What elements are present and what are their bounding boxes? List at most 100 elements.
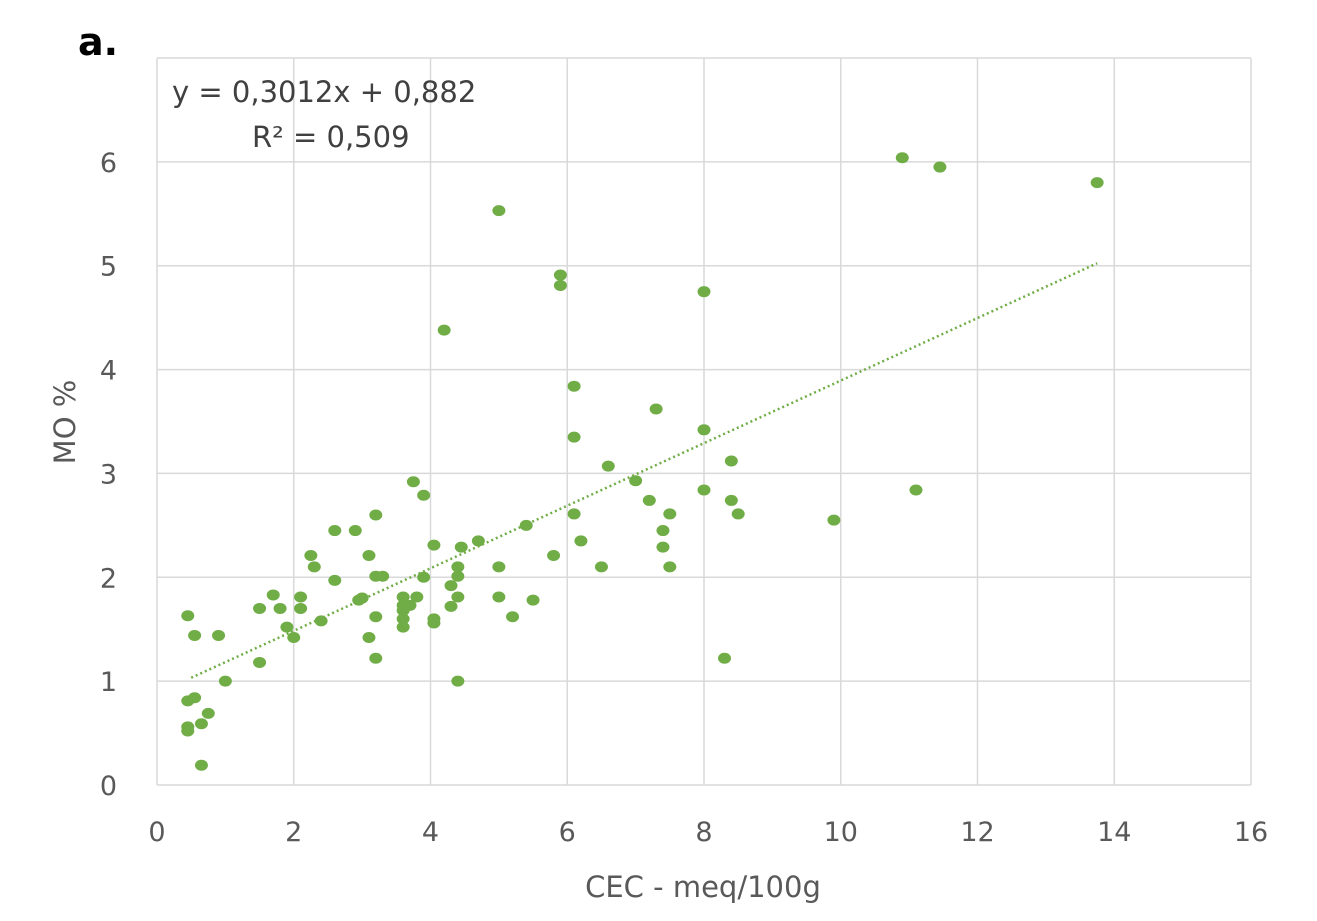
data-point	[492, 561, 506, 573]
data-point	[294, 602, 308, 614]
trendline	[190, 262, 1098, 679]
data-point	[724, 455, 738, 467]
data-point	[355, 592, 369, 604]
x-axis-title: CEC - meq/100g	[585, 870, 821, 904]
data-point	[280, 621, 294, 633]
y-axis-ticks: 0 1 2 3 4 5 6	[100, 148, 117, 802]
data-point	[649, 403, 663, 415]
y-tick-label: 6	[100, 148, 117, 179]
data-point	[492, 205, 506, 217]
data-point	[188, 629, 202, 641]
x-tick-label: 8	[695, 817, 712, 848]
data-point	[396, 621, 410, 633]
data-point	[212, 629, 226, 641]
data-points	[181, 152, 1104, 771]
y-tick-label: 2	[100, 563, 117, 594]
data-point	[444, 580, 458, 592]
data-point	[553, 269, 567, 281]
data-point	[410, 591, 424, 603]
y-tick-label: 5	[100, 252, 117, 283]
data-point	[451, 570, 465, 582]
data-point	[304, 549, 318, 561]
x-tick-label: 10	[824, 817, 858, 848]
data-point	[369, 652, 383, 664]
y-axis-title: MO %	[48, 380, 82, 465]
data-point	[454, 541, 468, 553]
data-point	[201, 707, 215, 719]
data-point	[471, 535, 485, 547]
data-point	[194, 718, 208, 730]
data-point	[362, 549, 376, 561]
x-tick-label: 16	[1234, 817, 1268, 848]
data-point	[194, 759, 208, 771]
x-tick-label: 14	[1097, 817, 1131, 848]
data-point	[406, 476, 420, 488]
data-point	[506, 611, 520, 623]
y-tick-label: 1	[100, 667, 117, 698]
data-point	[427, 539, 441, 551]
data-point	[492, 591, 506, 603]
data-point	[629, 475, 643, 487]
x-tick-label: 4	[422, 817, 439, 848]
data-point	[656, 541, 670, 553]
data-point	[396, 591, 410, 603]
data-point	[396, 613, 410, 625]
data-point	[642, 494, 656, 506]
x-tick-label: 0	[148, 817, 165, 848]
data-point	[273, 602, 287, 614]
data-point	[827, 514, 841, 526]
x-tick-label: 2	[285, 817, 302, 848]
data-point	[427, 617, 441, 629]
data-point	[594, 561, 608, 573]
data-point	[362, 632, 376, 644]
data-point	[369, 611, 383, 623]
data-point	[328, 525, 342, 537]
data-point	[656, 525, 670, 537]
data-point	[697, 424, 711, 436]
panel-label: a.	[78, 20, 118, 64]
x-tick-label: 12	[960, 817, 994, 848]
data-point	[663, 508, 677, 520]
data-point	[181, 725, 195, 737]
data-point	[567, 380, 581, 392]
x-tick-label: 6	[559, 817, 576, 848]
data-point	[601, 460, 615, 472]
data-point	[294, 591, 308, 603]
data-point	[253, 602, 267, 614]
data-point	[417, 489, 431, 501]
data-point	[444, 600, 458, 612]
data-point	[567, 431, 581, 443]
data-point	[553, 279, 567, 291]
data-point	[314, 615, 328, 627]
data-point	[895, 152, 909, 164]
data-point	[567, 508, 581, 520]
data-point	[731, 508, 745, 520]
data-point	[369, 509, 383, 521]
data-point	[724, 494, 738, 506]
data-point	[909, 484, 923, 496]
data-point	[218, 675, 232, 687]
data-point	[348, 525, 362, 537]
y-tick-label: 0	[100, 771, 117, 802]
data-point	[307, 561, 321, 573]
y-tick-label: 3	[100, 459, 117, 490]
x-axis-ticks: 0 2 4 6 8 10 12 14 16	[148, 817, 1268, 848]
data-point	[253, 656, 267, 668]
data-point	[697, 484, 711, 496]
data-point	[1090, 177, 1104, 189]
data-point	[437, 324, 451, 336]
data-point	[451, 675, 465, 687]
data-point	[451, 561, 465, 573]
data-point	[287, 632, 301, 644]
data-point	[574, 535, 588, 547]
data-point	[328, 574, 342, 586]
data-point	[181, 610, 195, 622]
data-point	[697, 286, 711, 298]
data-point	[519, 519, 533, 531]
data-point	[663, 561, 677, 573]
data-point	[188, 692, 202, 704]
data-point	[718, 652, 732, 664]
r-squared-label: R² = 0,509	[252, 120, 410, 154]
data-point	[526, 594, 540, 606]
